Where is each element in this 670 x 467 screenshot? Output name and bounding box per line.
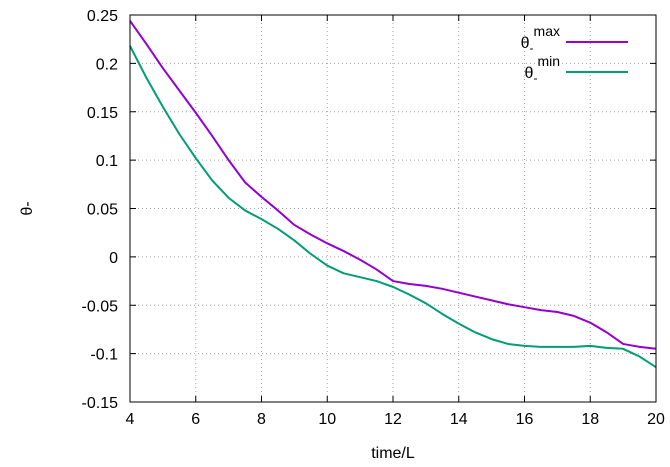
x-tick-label: 10 [318, 411, 336, 428]
y-tick-label: -0.15 [82, 395, 119, 412]
y-tick-label: -0.1 [90, 347, 118, 364]
grid [130, 15, 656, 402]
y-tick-label: 0.15 [87, 105, 118, 122]
x-tick-label: 16 [516, 411, 534, 428]
x-tick-label: 20 [647, 411, 665, 428]
series-line-1 [129, 45, 657, 369]
y-tick-label: 0 [109, 250, 118, 267]
x-tick-label: 12 [384, 411, 402, 428]
legend-label: θ-min [525, 53, 560, 85]
x-axis-title: time/L [371, 445, 415, 462]
tick-labels: 4 6 8 10 12 14 16 18 20 -0.15 -0.1 -0.05 0 0.05 0.1 0.1… [82, 8, 665, 428]
legend-label: θ-max [521, 23, 560, 55]
series-line-0 [129, 20, 657, 350]
x-tick-label: 8 [257, 411, 266, 428]
y-tick-label: -0.05 [82, 298, 119, 315]
y-tick-label: 0.05 [87, 202, 118, 219]
ticks [129, 14, 657, 403]
y-tick-label: 0.25 [87, 8, 118, 25]
y-tick-label: 0.1 [96, 153, 118, 170]
x-tick-label: 6 [191, 411, 200, 428]
legend-entry-0: θ-max [521, 23, 628, 55]
series-layer [129, 20, 657, 369]
x-tick-label: 4 [126, 411, 135, 428]
y-tick-label: 0.2 [96, 56, 118, 73]
x-tick-label: 18 [581, 411, 599, 428]
x-tick-label: 14 [450, 411, 468, 428]
legend-entry-1: θ-min [525, 53, 628, 85]
y-axis-title: θ- [19, 201, 36, 215]
